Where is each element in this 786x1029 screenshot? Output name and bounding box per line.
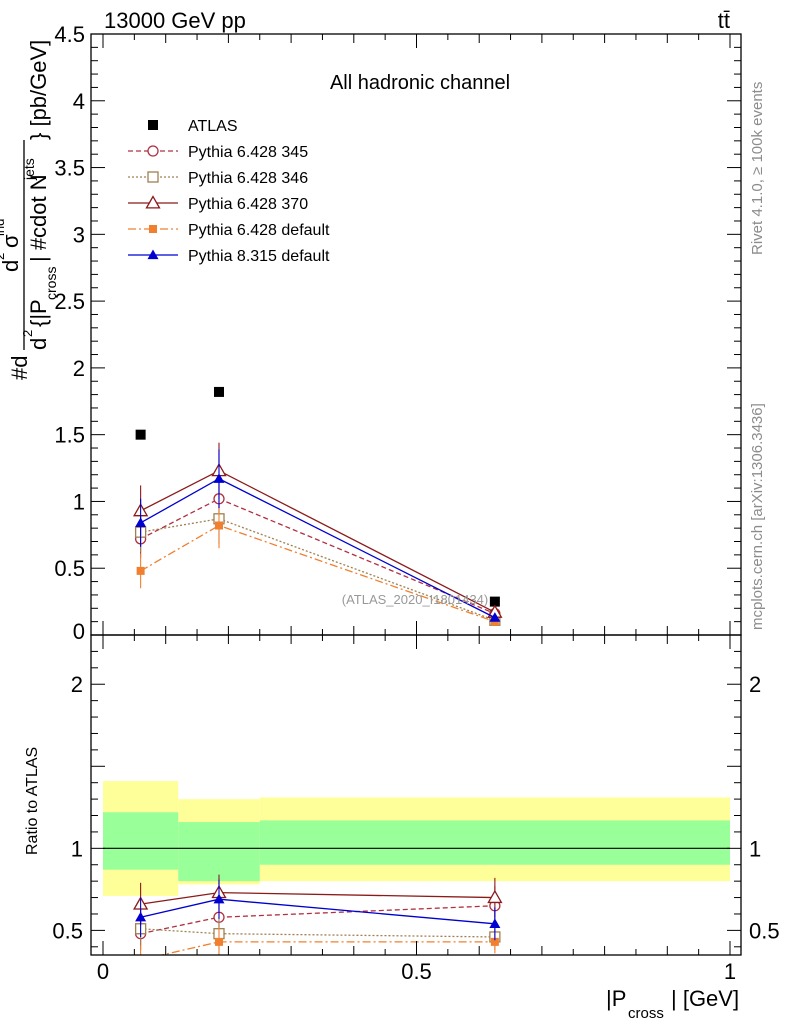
main-series-0-point-2 <box>489 596 500 607</box>
legend-marker-3 <box>145 195 161 209</box>
main-ytick-label: 3 <box>73 222 85 247</box>
ylabel-units: } [pb/GeV] <box>26 40 51 140</box>
ratio-ytick-label-left: 0.5 <box>52 918 83 943</box>
main-series-0-point-1 <box>213 386 224 397</box>
main-ytick-label: 4 <box>73 89 85 114</box>
ylabel-numerator-d: d <box>0 260 23 272</box>
main-ytick-label-zero: 0 <box>73 619 85 644</box>
ylabel-cdot-n: | #cdot N <box>26 174 51 262</box>
legend-label-4: Pythia 6.428 default <box>188 222 330 239</box>
main-series-5-point-1 <box>213 473 225 483</box>
energy-label: 13000 GeV pp <box>104 8 246 33</box>
ratio-band-1-bin-0 <box>103 812 179 870</box>
main-ytick-label: 1.5 <box>54 423 85 448</box>
legend: ATLAS Pythia 6.428 345 Pythia 6.428 346 Pyt… <box>128 118 330 265</box>
ratio-series-2-point-2 <box>487 889 503 904</box>
ratio-ytick-label-right: 1 <box>749 836 761 861</box>
process-label: tt̄ <box>718 8 730 33</box>
main-ytick-label: 2.5 <box>54 289 85 314</box>
ratio-series-4 <box>135 879 501 941</box>
ylabel-ind: ind <box>0 219 7 236</box>
legend-label-5: Pythia 8.315 default <box>188 248 330 265</box>
main-ytick-label: 2 <box>73 356 85 381</box>
ylabel-jets: jets <box>21 158 37 181</box>
ratio-series-layer <box>132 874 503 964</box>
main-series-0-point-0 <box>135 429 146 440</box>
ratio-series-0 <box>134 886 501 951</box>
main-ytick-label: 1 <box>73 489 85 514</box>
ylabel-p: {|P <box>26 299 51 327</box>
ylabel-denominator-2: 2 <box>20 330 35 337</box>
ratio-band-1-bin-1 <box>178 822 260 882</box>
mcplots-label: mcplots.cern.ch [arXiv:1306.3436] <box>749 403 766 630</box>
ratio-ytick-label-right: 0.5 <box>749 918 780 943</box>
ratio-series-3-point-1 <box>214 937 223 946</box>
ratio-ytick-label-right: 2 <box>749 672 761 697</box>
ylabel-denominator-d: d <box>26 338 51 350</box>
ylabel-sigma: σ <box>0 234 23 248</box>
main-series-5 <box>135 449 501 622</box>
chart-title: All hadronic channel <box>330 72 510 94</box>
watermark: (ATLAS_2020_I1801434) <box>342 592 488 607</box>
legend-label-1: Pythia 6.428 345 <box>188 144 308 161</box>
ratio-series-4-point-2 <box>489 918 501 928</box>
ratio-series-3-line <box>159 941 495 955</box>
xlabel-cross: cross <box>628 1005 664 1022</box>
x-axis-label: |P cross | [GeV] <box>606 986 739 1022</box>
legend-marker-1 <box>147 145 159 157</box>
xtick-label: 0.5 <box>401 959 432 984</box>
ratio-ytick-label-left: 1 <box>71 836 83 861</box>
ylabel-cross: cross <box>43 267 59 300</box>
main-series-4-point-1 <box>214 521 223 530</box>
main-series-5-point-2 <box>489 612 501 622</box>
xtick-label: 1 <box>724 959 736 984</box>
main-series-0 <box>135 386 500 607</box>
main-series-5-point-0 <box>135 517 147 527</box>
legend-label-2: Pythia 6.428 346 <box>188 170 308 187</box>
ratio-series-1-line <box>140 928 495 938</box>
legend-label-0: ATLAS <box>188 118 238 135</box>
ratio-series-4-line <box>140 898 495 925</box>
legend-marker-0 <box>148 120 158 130</box>
ratio-uncertainty-bands <box>103 781 730 896</box>
xlabel-units: | [GeV] <box>671 986 739 1011</box>
main-series-layer <box>132 386 503 626</box>
ratio-series-4-point-0 <box>135 911 147 922</box>
legend-marker-4 <box>149 225 157 233</box>
main-series-3 <box>132 442 503 618</box>
legend-marker-5 <box>147 249 159 260</box>
ratio-series-3-point-2 <box>490 937 499 946</box>
xtick-label: 0 <box>97 959 109 984</box>
ylabel-hash-d: #d <box>7 356 32 380</box>
rivet-label: Rivet 4.1.0, ≥ 100k events <box>749 82 766 255</box>
ratio-ytick-label-left: 2 <box>71 672 83 697</box>
ratio-frame <box>90 634 742 956</box>
legend-label-3: Pythia 6.428 370 <box>188 196 308 213</box>
main-ytick-label: 0.5 <box>54 556 85 581</box>
legend-marker-2 <box>147 171 159 183</box>
main-series-4-point-0 <box>136 566 145 575</box>
main-y-axis-label: #d d 2 σ ind d 2 {|P cross | #cdot N jet… <box>0 40 59 380</box>
ratio-series-4-point-1 <box>213 893 225 904</box>
ratio-series-1 <box>134 912 501 951</box>
axes: 0.5 1 1.5 2 2.5 3 3.5 4 4.5 0 0.5 0.5 1 1 2 2 0 0.5 1 <box>52 22 779 984</box>
ratio-series-2-line <box>140 891 495 905</box>
ratio-y-axis-label: Ratio to ATLAS <box>24 747 41 855</box>
ratio-band-1-bin-2 <box>259 820 730 865</box>
ratio-series-3-point-0 <box>137 956 145 964</box>
main-ytick-label: 4.5 <box>54 22 85 47</box>
ylabel-numerator-2: 2 <box>0 253 7 260</box>
xlabel-p: |P <box>606 986 626 1011</box>
main-ytick-label: 3.5 <box>54 156 85 181</box>
